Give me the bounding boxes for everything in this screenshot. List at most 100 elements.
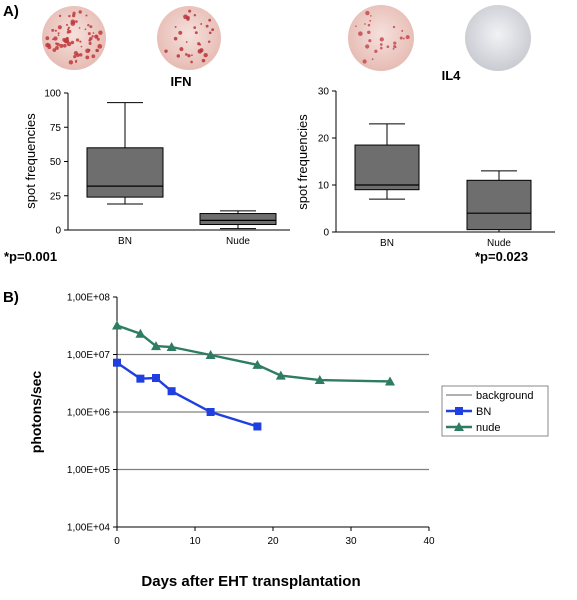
nude-data-point	[385, 376, 395, 386]
well-spot	[75, 38, 80, 42]
nude-data-point	[314, 375, 325, 385]
line-y-tick-label: 1,00E+06	[67, 408, 111, 419]
line-x-tick-label: 0	[114, 536, 120, 547]
panel-label-a: A)	[3, 3, 19, 20]
well-spot	[75, 20, 78, 23]
well-spot	[87, 24, 90, 27]
line-y-tick-label: 1,00E+05	[67, 465, 111, 476]
well-spot	[57, 32, 60, 35]
well-spot	[78, 27, 81, 29]
well-spot	[85, 14, 88, 17]
well-spot	[174, 25, 177, 28]
nude-data-point	[275, 370, 286, 380]
well-spot	[197, 49, 203, 54]
il4-well-bn-image	[348, 5, 414, 71]
il4-p-value: *p=0.023	[475, 249, 528, 264]
ifn-category-label-bn: BN	[118, 236, 132, 247]
ifn-y-tick-label: 25	[50, 191, 62, 202]
panel-label-b: B)	[3, 289, 19, 306]
il4-y-tick-label: 0	[323, 228, 329, 239]
well-spot	[79, 53, 83, 57]
well-spot	[89, 25, 93, 29]
well-spot	[85, 55, 90, 60]
well-spot	[51, 28, 55, 32]
legend-label-bn: BN	[476, 406, 491, 418]
well-spot	[405, 35, 410, 40]
bn-data-point	[152, 374, 160, 383]
well-spot	[205, 24, 209, 28]
ifn-nude-box	[199, 213, 277, 226]
well-spot	[58, 14, 62, 18]
well-spot	[374, 49, 378, 53]
well-spot	[59, 43, 64, 48]
il4-chart-title: IL4	[442, 68, 462, 83]
il4-nude-box	[466, 179, 532, 231]
well-spot	[98, 30, 103, 35]
well-spot	[79, 40, 82, 43]
well-spot	[365, 10, 370, 16]
well-spot	[186, 16, 190, 20]
ifn-y-tick-label: 50	[50, 157, 62, 168]
well-spot	[45, 36, 50, 41]
well-spot	[358, 31, 363, 37]
bn-data-point	[206, 408, 215, 416]
well-spot	[194, 31, 198, 35]
legend-marker-bn	[455, 407, 463, 415]
well-spot	[369, 19, 372, 22]
ifn-p-value: *p=0.001	[4, 249, 57, 264]
well-spot	[176, 54, 181, 58]
ifn-box-plot: spot frequencies 0 25 50 75 100 BN Nude *p=0…	[4, 89, 290, 264]
il4-well-nude-image	[465, 5, 531, 71]
well-spot	[57, 25, 62, 30]
il4-bn-box	[354, 144, 420, 191]
well-spot	[68, 60, 74, 65]
well-spot	[367, 30, 371, 35]
line-legend: background BN nude	[441, 385, 549, 437]
well-spot	[80, 45, 83, 48]
line-x-tick-label: 10	[189, 536, 201, 547]
photon-line-chart: 1,00E+04 1,00E+05 1,00E+06 1,00E+07 1,00E+08…	[28, 293, 549, 590]
il4-category-label-bn: BN	[380, 238, 394, 249]
well-spot	[66, 28, 70, 31]
line-y-tick-label: 1,00E+08	[67, 293, 111, 304]
ifn-y-tick-label: 100	[44, 89, 61, 100]
well-spot	[65, 23, 69, 26]
well-spot	[96, 49, 99, 53]
well-spot	[57, 34, 60, 37]
well-spot	[53, 36, 58, 41]
well-spot	[64, 38, 70, 44]
ifn-category-label-nude: Nude	[226, 236, 250, 247]
well-spot	[95, 35, 98, 38]
line-y-tick-label: 1,00E+04	[67, 523, 111, 534]
legend-marker-nude	[454, 422, 464, 431]
well-spot	[164, 49, 168, 53]
well-spot	[371, 58, 374, 61]
ifn-chart-title: IFN	[171, 74, 192, 89]
well-spot	[52, 48, 57, 52]
ifn-well-nude-image	[157, 6, 221, 70]
well-spot	[96, 37, 100, 41]
well-spot	[379, 37, 384, 42]
well-spot	[88, 41, 92, 45]
well-spot	[208, 18, 212, 22]
well-spot	[78, 10, 82, 14]
well-spot	[184, 53, 188, 56]
well-spot	[185, 41, 188, 43]
well-spot	[368, 39, 372, 43]
well-spot	[73, 55, 77, 59]
well-spot	[72, 11, 76, 15]
well-spot	[178, 30, 183, 35]
well-spot	[62, 43, 67, 48]
well-spot	[402, 37, 405, 40]
well-spot	[355, 25, 357, 28]
well-spot	[55, 46, 59, 50]
well-spot	[200, 23, 203, 25]
il4-y-tick-label: 30	[318, 87, 330, 98]
well-spot	[386, 45, 390, 49]
well-spot	[379, 46, 383, 50]
bn-series-line	[116, 361, 258, 428]
ifn-y-tick-label: 0	[55, 226, 61, 237]
ifn-y-axis-label: spot frequencies	[23, 113, 38, 209]
